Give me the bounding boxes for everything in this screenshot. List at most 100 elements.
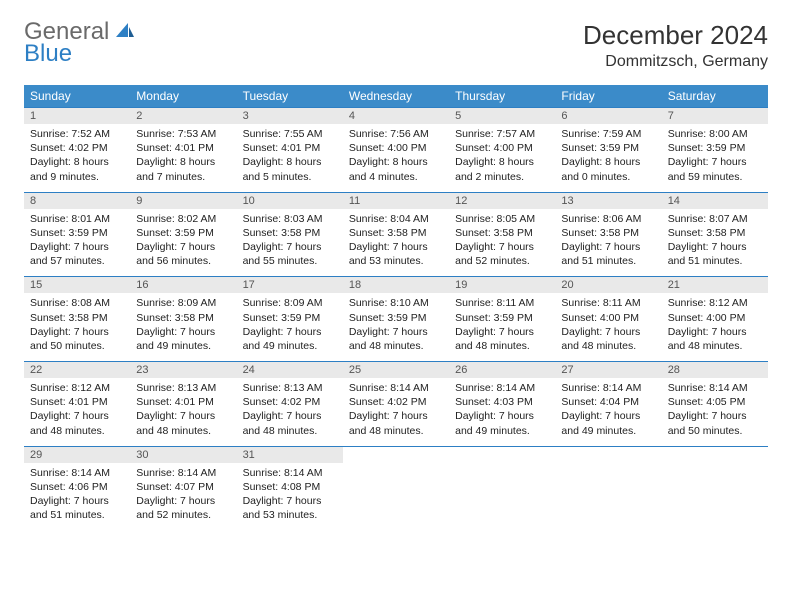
day-cell: 31Sunrise: 8:14 AM Sunset: 4:08 PM Dayli… xyxy=(237,446,343,530)
logo: General Blue xyxy=(24,20,136,66)
day-details: Sunrise: 8:14 AM Sunset: 4:02 PM Dayligh… xyxy=(343,378,449,446)
day-cell: 6Sunrise: 7:59 AM Sunset: 3:59 PM Daylig… xyxy=(555,108,661,193)
day-cell: 17Sunrise: 8:09 AM Sunset: 3:59 PM Dayli… xyxy=(237,277,343,362)
day-number: 29 xyxy=(24,447,130,463)
day-cell: 5Sunrise: 7:57 AM Sunset: 4:00 PM Daylig… xyxy=(449,108,555,193)
day-cell: 15Sunrise: 8:08 AM Sunset: 3:58 PM Dayli… xyxy=(24,277,130,362)
day-details: Sunrise: 7:53 AM Sunset: 4:01 PM Dayligh… xyxy=(130,124,236,192)
day-cell: 12Sunrise: 8:05 AM Sunset: 3:58 PM Dayli… xyxy=(449,192,555,277)
logo-sail-icon xyxy=(114,21,136,44)
day-header: Wednesday xyxy=(343,85,449,108)
day-details: Sunrise: 8:11 AM Sunset: 3:59 PM Dayligh… xyxy=(449,293,555,361)
day-details: Sunrise: 8:12 AM Sunset: 4:00 PM Dayligh… xyxy=(662,293,768,361)
day-details: Sunrise: 8:14 AM Sunset: 4:05 PM Dayligh… xyxy=(662,378,768,446)
day-number: 2 xyxy=(130,108,236,124)
day-header-row: SundayMondayTuesdayWednesdayThursdayFrid… xyxy=(24,85,768,108)
day-details: Sunrise: 8:02 AM Sunset: 3:59 PM Dayligh… xyxy=(130,209,236,277)
day-cell: 27Sunrise: 8:14 AM Sunset: 4:04 PM Dayli… xyxy=(555,362,661,447)
day-number: 27 xyxy=(555,362,661,378)
day-cell: 3Sunrise: 7:55 AM Sunset: 4:01 PM Daylig… xyxy=(237,108,343,193)
day-details: Sunrise: 8:01 AM Sunset: 3:59 PM Dayligh… xyxy=(24,209,130,277)
day-cell: 2Sunrise: 7:53 AM Sunset: 4:01 PM Daylig… xyxy=(130,108,236,193)
day-number: 25 xyxy=(343,362,449,378)
day-details: Sunrise: 8:14 AM Sunset: 4:07 PM Dayligh… xyxy=(130,463,236,531)
day-details: Sunrise: 8:00 AM Sunset: 3:59 PM Dayligh… xyxy=(662,124,768,192)
day-details: Sunrise: 8:12 AM Sunset: 4:01 PM Dayligh… xyxy=(24,378,130,446)
day-cell: 7Sunrise: 8:00 AM Sunset: 3:59 PM Daylig… xyxy=(662,108,768,193)
day-details: Sunrise: 8:14 AM Sunset: 4:06 PM Dayligh… xyxy=(24,463,130,531)
logo-word2: Blue xyxy=(24,42,136,66)
day-number: 21 xyxy=(662,277,768,293)
day-number: 7 xyxy=(662,108,768,124)
week-row: 8Sunrise: 8:01 AM Sunset: 3:59 PM Daylig… xyxy=(24,192,768,277)
day-cell: 28Sunrise: 8:14 AM Sunset: 4:05 PM Dayli… xyxy=(662,362,768,447)
day-number: 23 xyxy=(130,362,236,378)
day-number: 31 xyxy=(237,447,343,463)
day-number: 30 xyxy=(130,447,236,463)
day-number: 5 xyxy=(449,108,555,124)
day-cell: 13Sunrise: 8:06 AM Sunset: 3:58 PM Dayli… xyxy=(555,192,661,277)
day-cell: .. xyxy=(555,446,661,530)
location: Dommitzsch, Germany xyxy=(583,53,768,71)
week-row: 29Sunrise: 8:14 AM Sunset: 4:06 PM Dayli… xyxy=(24,446,768,530)
day-details: Sunrise: 8:09 AM Sunset: 3:59 PM Dayligh… xyxy=(237,293,343,361)
day-number: 15 xyxy=(24,277,130,293)
day-cell: 29Sunrise: 8:14 AM Sunset: 4:06 PM Dayli… xyxy=(24,446,130,530)
day-cell: 22Sunrise: 8:12 AM Sunset: 4:01 PM Dayli… xyxy=(24,362,130,447)
day-cell: 21Sunrise: 8:12 AM Sunset: 4:00 PM Dayli… xyxy=(662,277,768,362)
title-block: December 2024 Dommitzsch, Germany xyxy=(583,20,768,71)
day-number: 6 xyxy=(555,108,661,124)
day-details: Sunrise: 8:06 AM Sunset: 3:58 PM Dayligh… xyxy=(555,209,661,277)
week-row: 1Sunrise: 7:52 AM Sunset: 4:02 PM Daylig… xyxy=(24,108,768,193)
day-header: Saturday xyxy=(662,85,768,108)
day-details: Sunrise: 8:05 AM Sunset: 3:58 PM Dayligh… xyxy=(449,209,555,277)
day-cell: 24Sunrise: 8:13 AM Sunset: 4:02 PM Dayli… xyxy=(237,362,343,447)
day-header: Thursday xyxy=(449,85,555,108)
day-cell: 30Sunrise: 8:14 AM Sunset: 4:07 PM Dayli… xyxy=(130,446,236,530)
logo-text: General Blue xyxy=(24,20,136,66)
day-number: 22 xyxy=(24,362,130,378)
day-number: 13 xyxy=(555,193,661,209)
day-cell: 20Sunrise: 8:11 AM Sunset: 4:00 PM Dayli… xyxy=(555,277,661,362)
day-number: 11 xyxy=(343,193,449,209)
day-details: Sunrise: 7:57 AM Sunset: 4:00 PM Dayligh… xyxy=(449,124,555,192)
day-header: Monday xyxy=(130,85,236,108)
day-cell: 10Sunrise: 8:03 AM Sunset: 3:58 PM Dayli… xyxy=(237,192,343,277)
day-header: Sunday xyxy=(24,85,130,108)
day-details: Sunrise: 8:13 AM Sunset: 4:01 PM Dayligh… xyxy=(130,378,236,446)
day-cell: 16Sunrise: 8:09 AM Sunset: 3:58 PM Dayli… xyxy=(130,277,236,362)
day-number: 10 xyxy=(237,193,343,209)
day-details: Sunrise: 8:08 AM Sunset: 3:58 PM Dayligh… xyxy=(24,293,130,361)
day-cell: .. xyxy=(449,446,555,530)
day-cell: 14Sunrise: 8:07 AM Sunset: 3:58 PM Dayli… xyxy=(662,192,768,277)
day-details: Sunrise: 8:14 AM Sunset: 4:04 PM Dayligh… xyxy=(555,378,661,446)
day-number: 4 xyxy=(343,108,449,124)
day-cell: 18Sunrise: 8:10 AM Sunset: 3:59 PM Dayli… xyxy=(343,277,449,362)
day-number: 26 xyxy=(449,362,555,378)
header: General Blue December 2024 Dommitzsch, G… xyxy=(24,20,768,71)
day-number: 8 xyxy=(24,193,130,209)
day-number: 17 xyxy=(237,277,343,293)
day-number: 24 xyxy=(237,362,343,378)
day-cell: 1Sunrise: 7:52 AM Sunset: 4:02 PM Daylig… xyxy=(24,108,130,193)
day-number: 14 xyxy=(662,193,768,209)
day-cell: 9Sunrise: 8:02 AM Sunset: 3:59 PM Daylig… xyxy=(130,192,236,277)
week-row: 22Sunrise: 8:12 AM Sunset: 4:01 PM Dayli… xyxy=(24,362,768,447)
day-cell: 23Sunrise: 8:13 AM Sunset: 4:01 PM Dayli… xyxy=(130,362,236,447)
day-cell: .. xyxy=(343,446,449,530)
day-details: Sunrise: 8:04 AM Sunset: 3:58 PM Dayligh… xyxy=(343,209,449,277)
day-number: 1 xyxy=(24,108,130,124)
day-cell: 26Sunrise: 8:14 AM Sunset: 4:03 PM Dayli… xyxy=(449,362,555,447)
day-cell: 4Sunrise: 7:56 AM Sunset: 4:00 PM Daylig… xyxy=(343,108,449,193)
day-cell: 11Sunrise: 8:04 AM Sunset: 3:58 PM Dayli… xyxy=(343,192,449,277)
day-number: 20 xyxy=(555,277,661,293)
day-details: Sunrise: 8:09 AM Sunset: 3:58 PM Dayligh… xyxy=(130,293,236,361)
day-number: 12 xyxy=(449,193,555,209)
day-details: Sunrise: 8:14 AM Sunset: 4:08 PM Dayligh… xyxy=(237,463,343,531)
day-cell: 25Sunrise: 8:14 AM Sunset: 4:02 PM Dayli… xyxy=(343,362,449,447)
day-details: Sunrise: 7:56 AM Sunset: 4:00 PM Dayligh… xyxy=(343,124,449,192)
day-details: Sunrise: 7:55 AM Sunset: 4:01 PM Dayligh… xyxy=(237,124,343,192)
day-number: 19 xyxy=(449,277,555,293)
day-number: 3 xyxy=(237,108,343,124)
day-details: Sunrise: 8:14 AM Sunset: 4:03 PM Dayligh… xyxy=(449,378,555,446)
